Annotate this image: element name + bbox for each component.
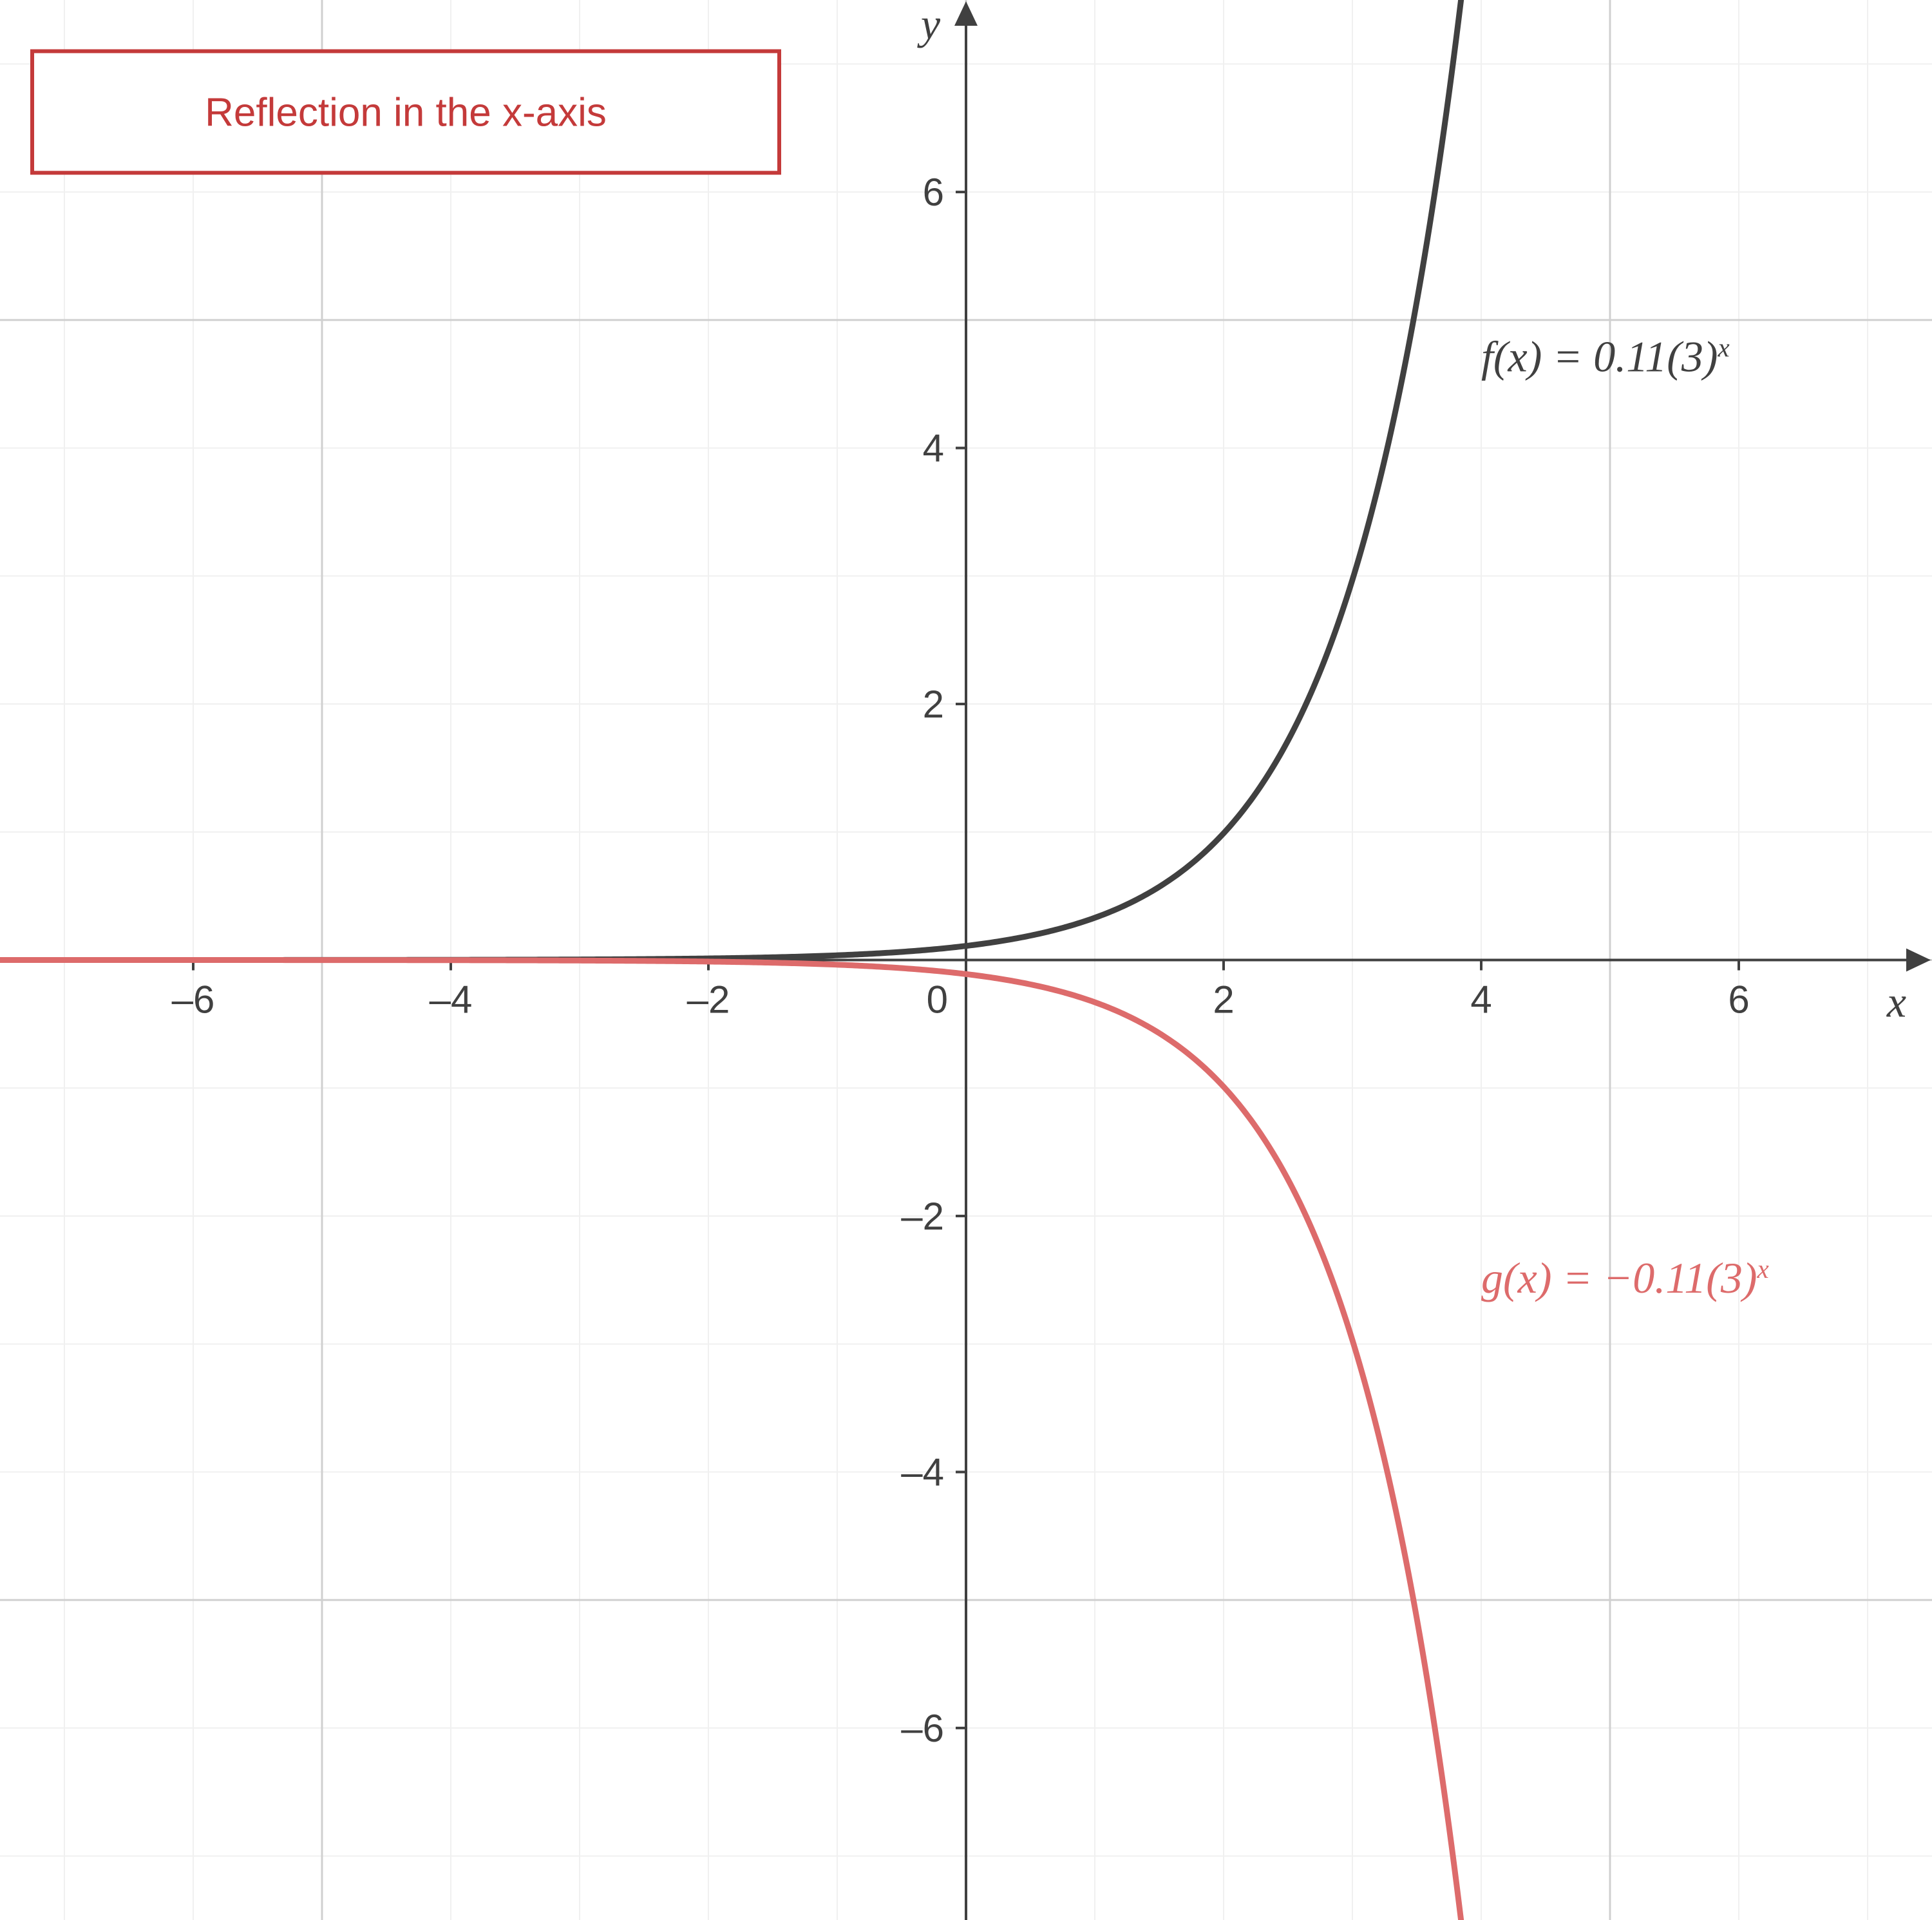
svg-text:4: 4 [1470,978,1492,1022]
svg-text:–2: –2 [901,1195,944,1238]
svg-text:g(x) = −0.11(3)x: g(x) = −0.11(3)x [1481,1253,1769,1302]
svg-text:y: y [917,0,941,48]
svg-text:–6: –6 [172,978,215,1022]
svg-text:–4: –4 [430,978,473,1022]
svg-text:6: 6 [1728,978,1749,1022]
svg-text:x: x [1886,978,1906,1027]
svg-text:f(x) = 0.11(3)x: f(x) = 0.11(3)x [1481,332,1730,381]
exponential-reflection-chart: –6 –4 –2 0 2 4 6 –6 –4 –2 2 4 6 x y f(x) = 0.11(3)x g(x)… [0,0,1932,1920]
svg-text:2: 2 [1213,978,1234,1022]
svg-text:6: 6 [923,171,944,214]
svg-text:–2: –2 [687,978,730,1022]
svg-text:–4: –4 [901,1450,944,1494]
svg-text:Reflection in the x-axis: Reflection in the x-axis [205,91,607,135]
svg-text:0: 0 [927,978,948,1022]
svg-text:2: 2 [923,683,944,726]
svg-text:–6: –6 [901,1707,944,1750]
svg-text:4: 4 [923,427,944,470]
chart-container: –6 –4 –2 0 2 4 6 –6 –4 –2 2 4 6 x y f(x) = 0.11(3)x g(x)… [0,0,1932,1920]
